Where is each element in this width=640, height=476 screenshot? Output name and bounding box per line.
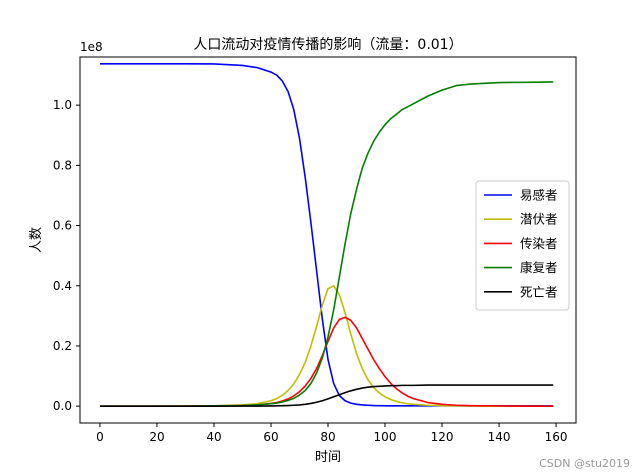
legend-label: 死亡者: [520, 284, 558, 299]
legend-label: 潜伏者: [520, 212, 558, 227]
legend-box: [475, 180, 570, 311]
series-line-4: [99, 81, 554, 407]
x-tick-label: 100: [374, 430, 397, 444]
legend-label: 传染者: [520, 236, 558, 251]
x-tick-label: 80: [320, 430, 335, 444]
legend-label: 易感者: [520, 188, 558, 203]
x-tick-label: 20: [149, 430, 164, 444]
y-tick-label: 0.0: [53, 399, 72, 413]
x-tick-label: 60: [263, 430, 278, 444]
chart-title: 人口流动对疫情传播的影响（流量：0.01）: [193, 37, 462, 53]
x-axis: 0 20 40 60 80 100 120 140 160: [96, 423, 567, 444]
legend-label: 康复者: [520, 260, 558, 275]
x-tick-label: 140: [488, 430, 511, 444]
x-tick-label: 160: [545, 430, 568, 444]
y-tick-label: 0.4: [53, 279, 72, 293]
x-tick-label: 120: [431, 430, 454, 444]
y-axis-offset-text: 1e8: [80, 40, 103, 54]
y-axis-label: 人数: [29, 227, 44, 253]
y-axis: 0.0 0.2 0.4 0.6 0.8 1.0: [53, 98, 80, 413]
y-tick-label: 0.6: [53, 219, 72, 233]
series-line-1: [99, 62, 554, 407]
series-line-2: [99, 284, 554, 407]
watermark-text: CSDN @stu2019: [539, 457, 630, 470]
x-tick-label: 0: [96, 430, 104, 444]
y-tick-label: 0.2: [53, 339, 72, 353]
series-line-3: [99, 316, 554, 407]
x-axis-label: 时间: [315, 450, 341, 465]
x-tick-label: 40: [206, 430, 221, 444]
series-lines: [99, 62, 554, 407]
y-tick-label: 0.8: [53, 158, 72, 172]
y-tick-label: 1.0: [53, 98, 72, 112]
series-line-5: [99, 384, 554, 407]
